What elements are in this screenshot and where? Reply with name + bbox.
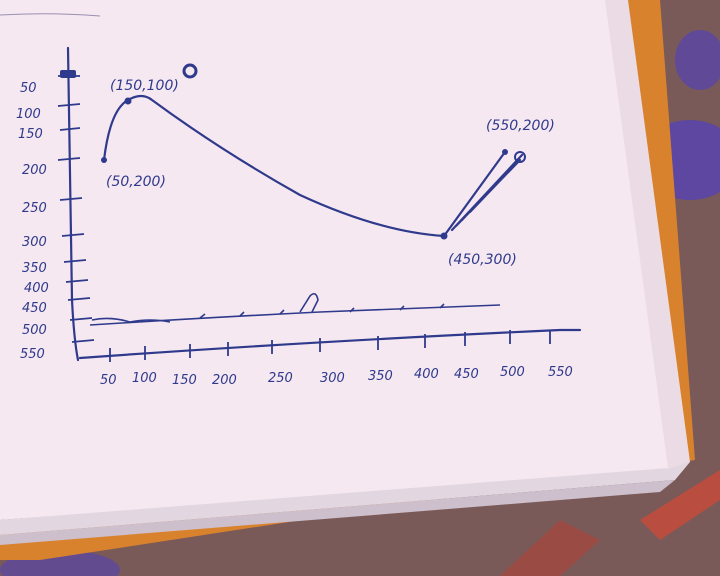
x-axis-labels: 50 100 150 200 250 300 350 400 450 500 5… — [100, 365, 573, 388]
y-tick-mark — [57, 157, 81, 161]
y-tick-label: 50 — [20, 81, 37, 96]
point-label: (550,200) — [486, 118, 555, 134]
x-tick-label: 200 — [212, 373, 237, 388]
x-tick-label: 150 — [172, 373, 197, 388]
page-edge-right — [600, 0, 690, 470]
point-label: (450,300) — [448, 252, 517, 268]
y-tick-mark — [67, 297, 91, 301]
y-tick-mark — [71, 339, 95, 343]
y-tick-label: 400 — [24, 281, 49, 296]
x-tick-label: 500 — [500, 365, 525, 380]
x-tick-label: 450 — [454, 367, 479, 382]
y-axis-labels: 50 100 150 200 250 300 350 400 450 500 5… — [16, 81, 49, 362]
point-annotations: (150,100) (50,200) (450,300) (550,200) — [106, 78, 555, 268]
scribble-dot — [182, 63, 198, 79]
scribble-line — [89, 292, 501, 326]
x-tick-label: 50 — [100, 373, 117, 388]
curve-rise — [442, 150, 507, 238]
y-tick-mark — [61, 233, 85, 237]
data-points — [60, 63, 526, 240]
x-tick-label: 300 — [320, 371, 345, 386]
y-tick-label: 200 — [22, 163, 47, 178]
data-point — [124, 97, 132, 105]
y-tick-marks — [57, 75, 95, 343]
paper-rule — [0, 13, 101, 17]
page-stack — [0, 480, 675, 545]
y-tick-mark — [65, 279, 89, 283]
point-label: (50,200) — [106, 174, 166, 190]
cloth-pattern-blue — [675, 30, 720, 90]
cloth-pattern-red — [500, 520, 600, 576]
data-curve — [102, 94, 524, 238]
cloth-pattern-red — [640, 470, 720, 540]
y-tick-label: 450 — [22, 301, 47, 316]
y-tick-mark — [59, 197, 83, 201]
x-tick-label: 100 — [132, 371, 157, 386]
data-point — [502, 149, 508, 155]
y-tick-label: 300 — [22, 235, 47, 250]
y-tick-label: 500 — [22, 323, 47, 338]
point-label: (150,100) — [110, 78, 179, 94]
x-tick-label: 350 — [368, 369, 393, 384]
scribble-dot — [514, 151, 526, 163]
y-tick-mark — [63, 259, 87, 263]
x-tick-label: 400 — [414, 367, 439, 382]
x-tick-marks — [109, 330, 551, 362]
data-point — [440, 232, 448, 240]
y-tick-mark — [69, 317, 93, 321]
x-tick-label: 250 — [268, 371, 293, 386]
y-axis-top-mark — [60, 70, 76, 78]
page-stack — [0, 462, 690, 535]
paper-page — [0, 0, 668, 520]
y-tick-label: 250 — [22, 201, 47, 216]
data-point — [101, 157, 107, 163]
y-tick-label: 350 — [22, 261, 47, 276]
x-tick-label: 550 — [548, 365, 573, 380]
curve-rise-scribble — [450, 153, 524, 232]
y-tick-label: 150 — [18, 127, 43, 142]
y-tick-label: 550 — [20, 347, 45, 362]
y-tick-mark — [57, 103, 81, 107]
curve-main — [102, 94, 446, 238]
y-tick-mark — [59, 127, 81, 131]
y-tick-label: 100 — [16, 107, 41, 122]
